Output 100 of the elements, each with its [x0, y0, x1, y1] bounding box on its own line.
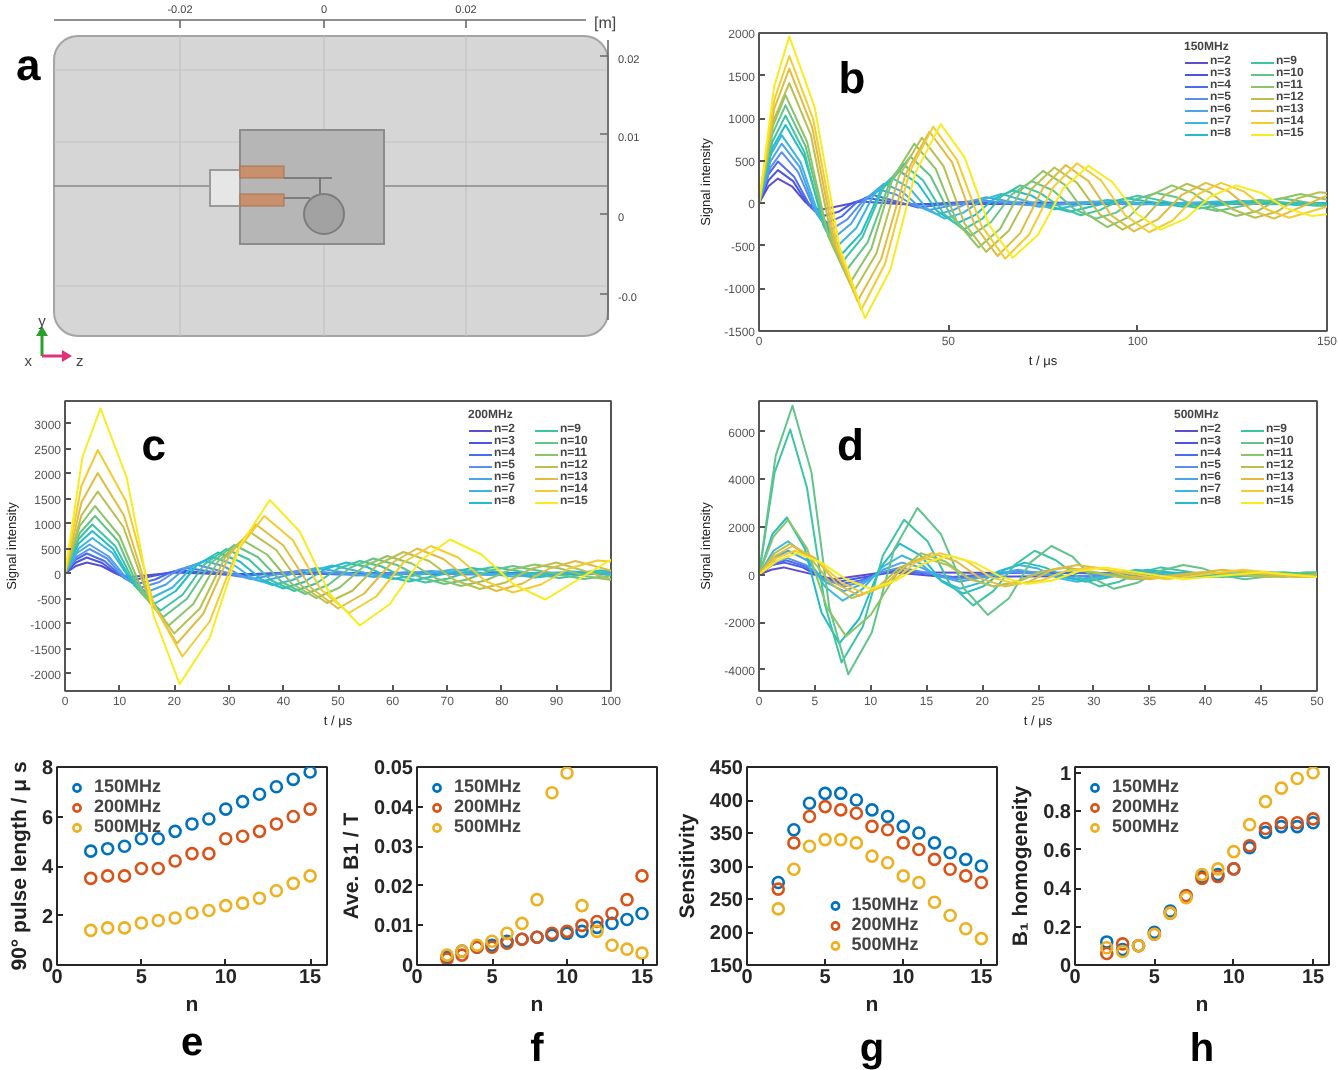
legend-label: 500MHz	[851, 934, 919, 954]
y-tick-label: 450	[709, 758, 744, 780]
point	[202, 812, 216, 826]
text: [m]	[594, 14, 617, 33]
text: a	[16, 40, 42, 90]
legend-label: 150MHz	[94, 776, 162, 796]
point	[134, 831, 149, 846]
point	[635, 906, 649, 921]
point	[500, 926, 514, 941]
point	[269, 883, 284, 898]
point	[943, 862, 957, 877]
y-tick-label: 1	[1059, 763, 1072, 786]
text: d	[837, 419, 865, 470]
point	[605, 938, 619, 952]
point	[787, 822, 801, 837]
point	[818, 832, 832, 847]
point	[151, 831, 166, 846]
point	[252, 824, 267, 839]
x-axis-title: n	[865, 993, 879, 1017]
point	[943, 846, 957, 860]
x-tick-label: 15	[299, 967, 323, 989]
point	[269, 817, 284, 831]
legend-label: 200MHz	[1112, 796, 1180, 816]
point	[100, 869, 115, 883]
line-series	[65, 407, 611, 685]
point	[787, 836, 801, 850]
y-tick-label: 0.2	[1043, 917, 1072, 940]
point	[218, 898, 233, 913]
point	[927, 895, 942, 910]
x-tick-label: 5	[486, 967, 499, 989]
point	[1099, 935, 1114, 949]
point	[303, 802, 317, 816]
point	[849, 836, 864, 850]
point	[958, 852, 973, 867]
point	[286, 876, 301, 891]
point	[974, 875, 989, 890]
point	[1099, 946, 1114, 961]
y-tick-label: 0.4	[1043, 879, 1072, 902]
point	[252, 891, 267, 905]
y-axis-title: Ave. B1 / T	[340, 811, 365, 920]
point	[880, 822, 895, 837]
y-tick-label: 0.04	[374, 797, 414, 820]
y-tick-label: 0.01	[374, 916, 414, 939]
point	[880, 855, 895, 870]
point	[865, 849, 879, 863]
point	[771, 902, 786, 916]
text: f	[530, 1027, 545, 1070]
point	[1306, 767, 1320, 780]
legend-label: 500MHz	[1112, 816, 1180, 836]
point	[117, 921, 132, 935]
y-tick-label: 4	[41, 857, 54, 879]
y-tick-label: 0.05	[374, 758, 414, 780]
point	[1211, 862, 1225, 876]
point	[168, 824, 182, 839]
point	[575, 918, 589, 933]
legend-label: 500MHz	[94, 816, 162, 836]
point	[605, 916, 619, 931]
x-tick-label: 5	[135, 967, 148, 989]
point	[303, 767, 317, 779]
point	[252, 787, 267, 802]
point	[286, 809, 301, 824]
point	[168, 911, 182, 925]
point	[771, 882, 786, 896]
y-tick-label: 0.03	[374, 837, 414, 860]
legend-label: 500MHz	[454, 816, 522, 836]
legend-label: 150MHz	[851, 894, 919, 914]
point	[269, 780, 284, 794]
x-tick-label: 5	[1148, 967, 1161, 989]
point	[590, 914, 604, 929]
y-axis-title: 90° pulse length / μ s	[7, 761, 32, 971]
point	[235, 794, 250, 809]
point	[974, 859, 989, 873]
point	[117, 839, 132, 853]
line-series	[65, 472, 611, 645]
y-tick-label: 400	[709, 791, 744, 813]
point	[605, 906, 619, 921]
point	[865, 803, 879, 817]
point	[202, 846, 216, 861]
point	[912, 842, 926, 857]
point	[1290, 771, 1305, 786]
point	[545, 785, 559, 800]
point	[635, 946, 649, 960]
point	[117, 869, 132, 883]
y-tick-label: 2	[41, 906, 54, 929]
point	[151, 913, 166, 928]
point	[818, 799, 832, 814]
point	[1242, 817, 1257, 832]
point	[83, 844, 98, 858]
point	[218, 831, 233, 846]
text: g	[859, 1027, 885, 1070]
point	[1115, 937, 1130, 951]
point	[286, 772, 301, 787]
point	[880, 809, 895, 824]
point	[185, 846, 199, 861]
point	[303, 869, 317, 883]
point	[235, 829, 250, 844]
point	[100, 841, 115, 856]
point	[974, 931, 989, 946]
point	[83, 871, 98, 886]
point	[896, 819, 911, 834]
